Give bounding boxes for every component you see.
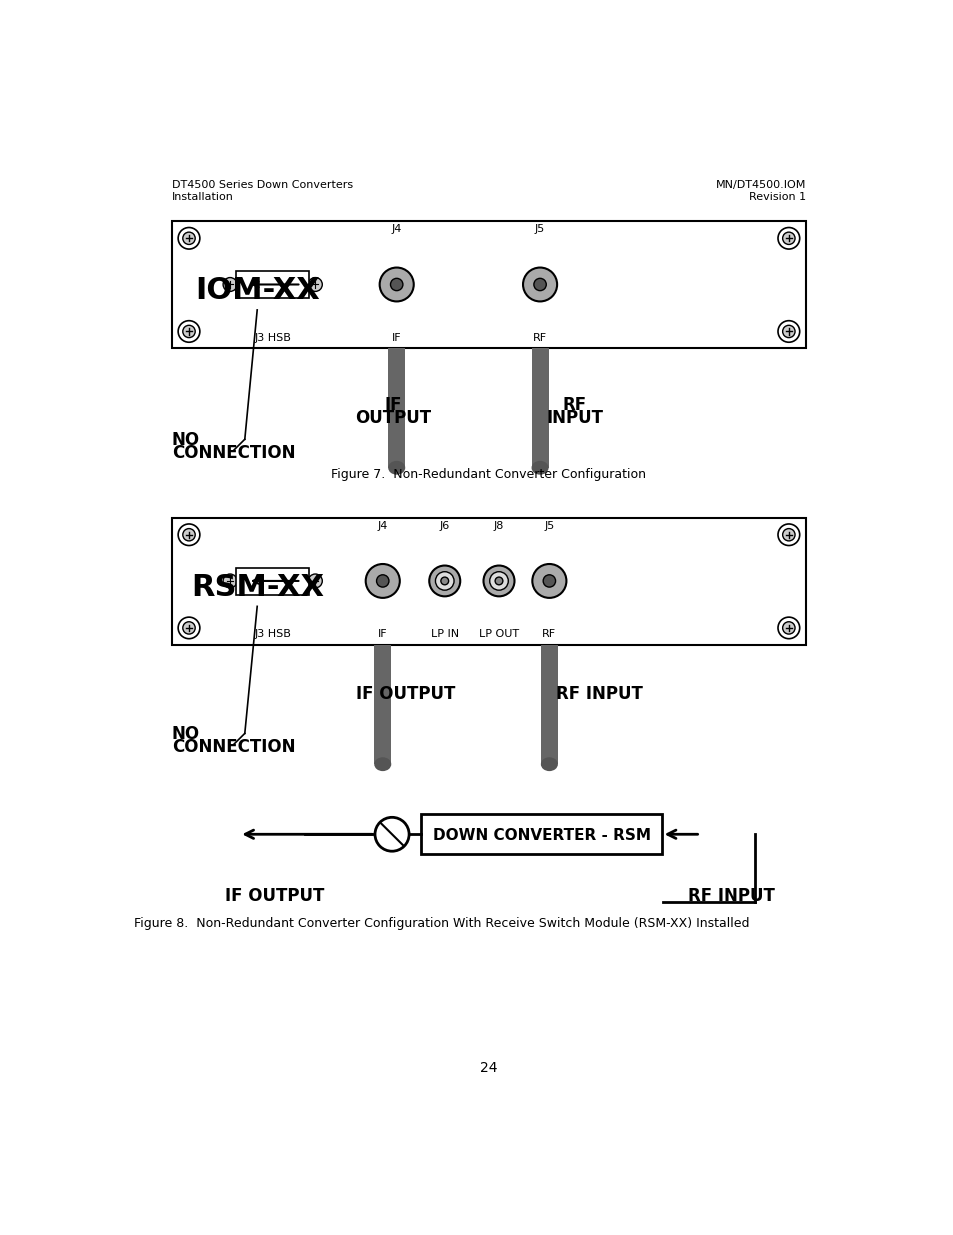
Circle shape <box>542 574 555 587</box>
Text: MN/DT4500.IOM: MN/DT4500.IOM <box>715 180 805 190</box>
Circle shape <box>483 566 514 597</box>
Bar <box>172 517 805 645</box>
Text: Revision 1: Revision 1 <box>748 191 805 201</box>
Circle shape <box>429 566 459 597</box>
Bar <box>388 348 405 468</box>
Circle shape <box>440 577 448 585</box>
Text: NO: NO <box>172 725 200 742</box>
Circle shape <box>223 278 236 291</box>
Circle shape <box>532 564 566 598</box>
Circle shape <box>435 572 454 590</box>
Circle shape <box>390 278 402 290</box>
Circle shape <box>778 321 799 342</box>
Text: OUTPUT: OUTPUT <box>355 409 431 427</box>
Bar <box>374 645 391 764</box>
Text: J3 HSB: J3 HSB <box>254 332 291 342</box>
Circle shape <box>778 618 799 638</box>
Circle shape <box>781 529 794 541</box>
Text: Figure 8.  Non-Redundant Converter Configuration With Receive Switch Module (RSM: Figure 8. Non-Redundant Converter Config… <box>133 918 749 930</box>
Circle shape <box>178 524 199 546</box>
Circle shape <box>308 574 322 588</box>
Circle shape <box>365 564 399 598</box>
Text: IOM-XX: IOM-XX <box>195 277 319 305</box>
Text: J5: J5 <box>543 521 554 531</box>
Text: LP OUT: LP OUT <box>478 629 518 640</box>
Text: IF: IF <box>392 332 401 342</box>
Circle shape <box>308 278 322 291</box>
Text: Installation: Installation <box>172 191 233 201</box>
Circle shape <box>778 227 799 249</box>
Text: DOWN CONVERTER - RSM: DOWN CONVERTER - RSM <box>432 827 650 842</box>
Text: RSM-XX: RSM-XX <box>192 573 324 601</box>
Bar <box>236 272 309 299</box>
Text: CONNECTION: CONNECTION <box>172 737 295 756</box>
Text: LP IN: LP IN <box>430 629 458 640</box>
Circle shape <box>522 268 557 301</box>
Circle shape <box>489 572 508 590</box>
Circle shape <box>495 577 502 585</box>
Text: IF: IF <box>377 629 387 640</box>
Text: J4: J4 <box>377 521 388 531</box>
Text: J8: J8 <box>494 521 503 531</box>
Text: CONNECTION: CONNECTION <box>172 443 295 462</box>
Circle shape <box>375 818 409 851</box>
Text: Figure 7.  Non-Redundant Converter Configuration: Figure 7. Non-Redundant Converter Config… <box>331 468 646 480</box>
Text: INPUT: INPUT <box>546 409 603 427</box>
Circle shape <box>534 278 546 290</box>
Text: NO: NO <box>172 431 200 448</box>
Circle shape <box>379 268 414 301</box>
Circle shape <box>183 529 195 541</box>
Text: J5: J5 <box>535 224 544 235</box>
Text: J6: J6 <box>439 521 450 531</box>
Ellipse shape <box>531 461 548 474</box>
Text: IF OUTPUT: IF OUTPUT <box>224 887 324 905</box>
Ellipse shape <box>540 757 558 771</box>
Bar <box>236 568 309 595</box>
Text: RF: RF <box>533 332 547 342</box>
Text: DT4500 Series Down Converters: DT4500 Series Down Converters <box>172 180 353 190</box>
Text: RF INPUT: RF INPUT <box>687 887 774 905</box>
Circle shape <box>178 227 199 249</box>
Circle shape <box>781 621 794 634</box>
Circle shape <box>183 621 195 634</box>
Circle shape <box>178 618 199 638</box>
Circle shape <box>781 232 794 245</box>
Text: J3 HSB: J3 HSB <box>254 629 291 640</box>
Circle shape <box>778 524 799 546</box>
Circle shape <box>376 574 389 587</box>
Ellipse shape <box>388 461 405 474</box>
Text: 24: 24 <box>479 1061 497 1076</box>
Bar <box>421 814 661 855</box>
Circle shape <box>781 325 794 337</box>
Text: IF: IF <box>384 396 401 414</box>
Text: J4: J4 <box>391 224 401 235</box>
Bar <box>172 221 805 348</box>
Text: RF INPUT: RF INPUT <box>556 684 642 703</box>
Text: RF: RF <box>562 396 586 414</box>
Circle shape <box>183 325 195 337</box>
Circle shape <box>178 321 199 342</box>
Ellipse shape <box>374 757 391 771</box>
Text: IF OUTPUT: IF OUTPUT <box>355 684 456 703</box>
Circle shape <box>183 232 195 245</box>
Text: RF: RF <box>541 629 556 640</box>
Bar <box>540 645 558 764</box>
Bar <box>531 348 548 468</box>
Circle shape <box>223 574 236 588</box>
